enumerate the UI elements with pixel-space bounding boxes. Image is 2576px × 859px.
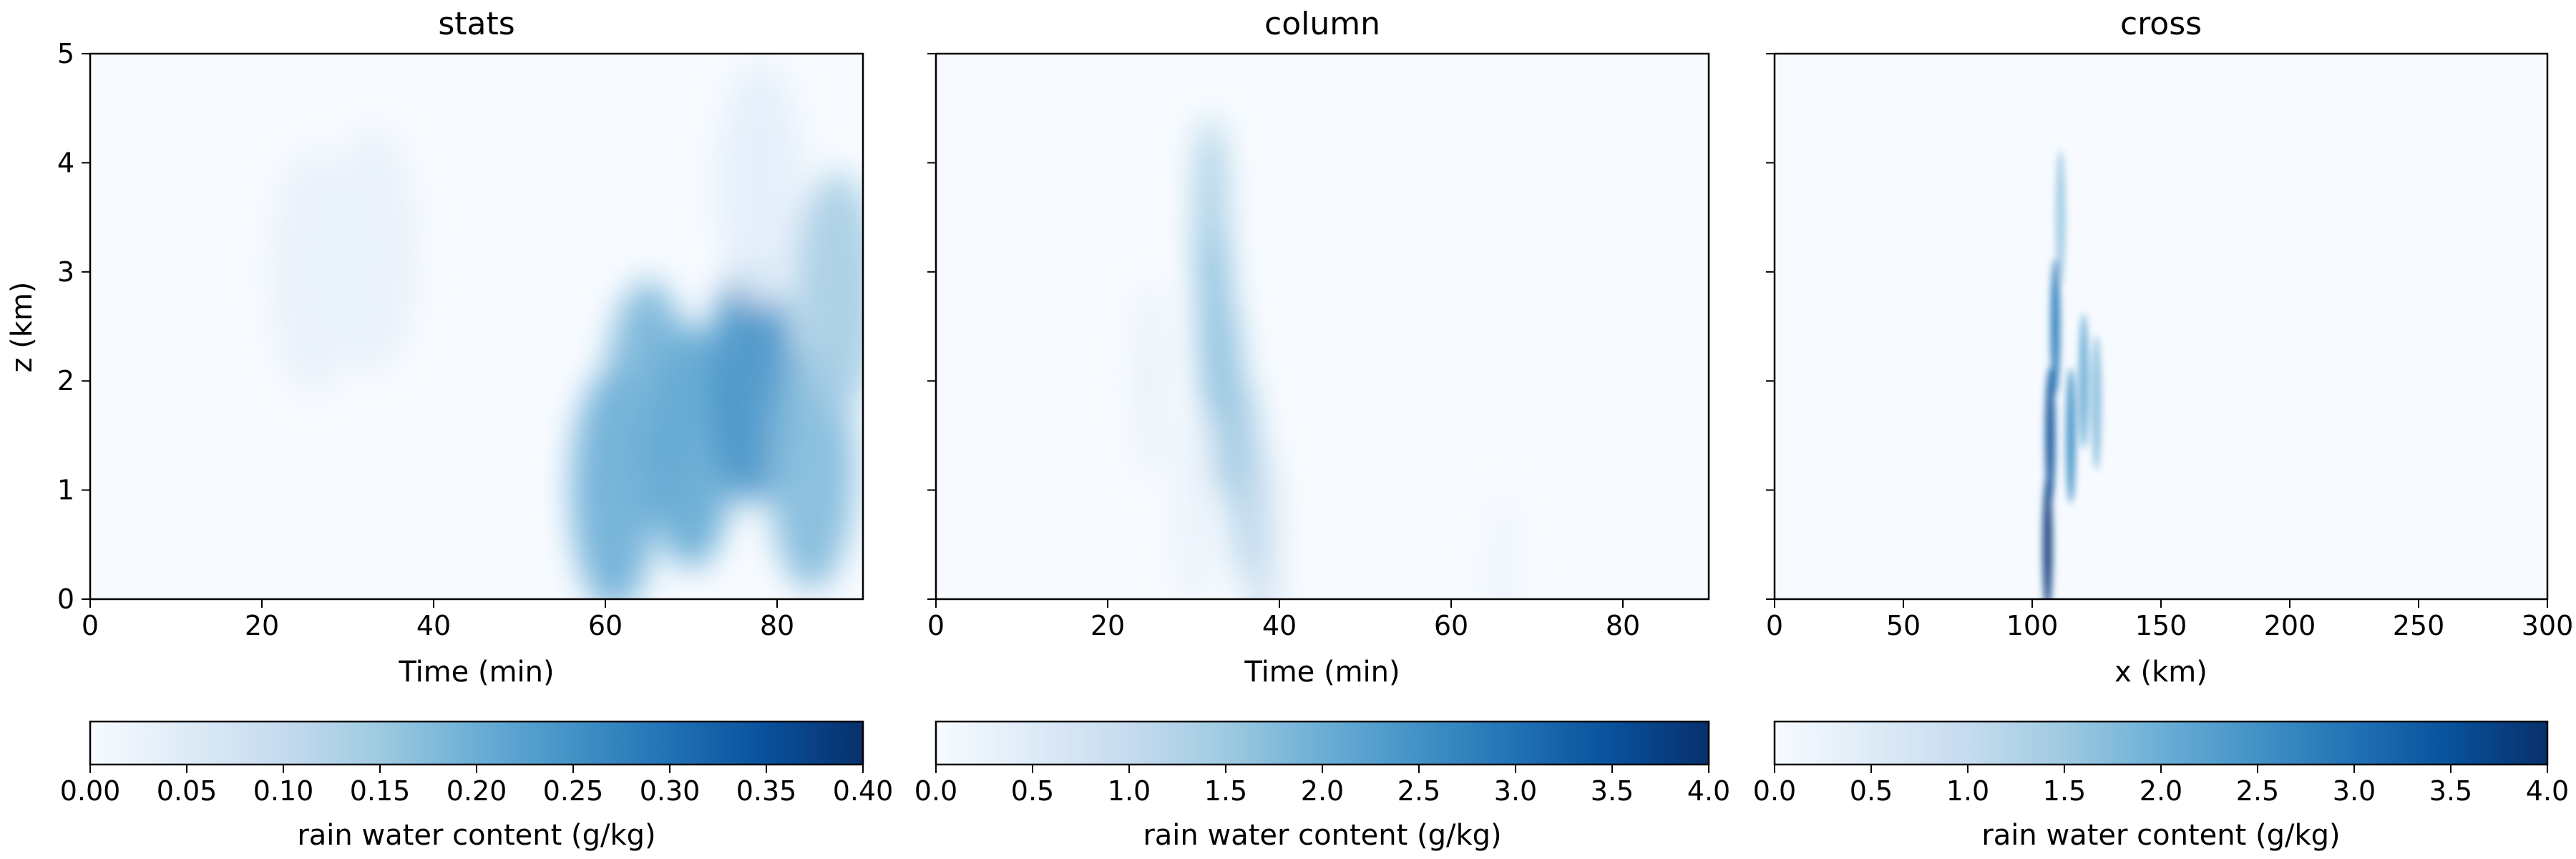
heatmap-field	[2042, 149, 2102, 599]
y-tick-label: 0	[57, 583, 74, 615]
colorbar-tick-label: 0.40	[833, 775, 894, 807]
colorbar-stats: 0.00 0.05 0.10 0.15 0.20 0.25 0.30 0.35 0.40	[60, 720, 894, 807]
heatmap-background	[936, 54, 1709, 599]
heatmap-cell	[2055, 149, 2066, 286]
colorbar-tick-label: 2.5	[2236, 775, 2279, 807]
colorbar-tick-label: 0.05	[157, 775, 218, 807]
x-tick-label: 60	[1434, 610, 1468, 641]
heatmap-cell	[717, 62, 803, 306]
colorbar-tick-label: 0.10	[253, 775, 314, 807]
x-tick-label: 20	[1091, 610, 1125, 641]
colorbar-tick-label: 0.20	[447, 775, 507, 807]
heatmap-cell	[2042, 476, 2053, 599]
panel-stats: stats z (km) Time (min) rain water conte…	[6, 6, 656, 852]
colorbar-gradient	[1773, 720, 2549, 766]
x-tick-label: 200	[2264, 610, 2316, 641]
x-tick-label: 0	[1766, 610, 1783, 641]
x-axis-label: Time (min)	[1244, 656, 1400, 689]
colorbar-label: rain water content (g/kg)	[1143, 819, 1501, 852]
heatmap-cell	[331, 128, 416, 372]
colorbar-cross: 0.0 0.5 1.0 1.5 2.0 2.5 3.0 3.5 4.0	[1753, 720, 2569, 807]
colorbar-tick-label: 0.15	[350, 775, 411, 807]
colorbar-tick-label: 0.30	[640, 775, 701, 807]
heatmap-field	[270, 62, 863, 599]
y-tick-label: 4	[57, 147, 74, 178]
panel-cross: cross x (km) rain water content (g/kg)	[1981, 6, 2340, 852]
colorbar-tick-label: 4.0	[2526, 775, 2569, 807]
heatmap-cell	[1246, 444, 1278, 599]
heatmap-cell	[2050, 258, 2061, 394]
heatmap-cell	[794, 172, 863, 416]
x-tick-label: 100	[2006, 610, 2059, 641]
heatmap-cell	[2079, 313, 2089, 450]
plot-frame	[935, 52, 1710, 601]
x-tick-label: 60	[588, 610, 623, 641]
panel-column: column Time (min) rain water content (g/…	[1143, 6, 1501, 852]
x-tick-label: 250	[2393, 610, 2445, 641]
colorbar-tick-label: 3.5	[1591, 775, 1634, 807]
colorbar-tick-label: 1.0	[1946, 775, 1989, 807]
colorbar-tick-label: 2.0	[2140, 775, 2182, 807]
heatmap-cell	[2045, 367, 2056, 504]
colorbar-tick-label: 0.0	[1753, 775, 1796, 807]
x-axis-label: x (km)	[2114, 656, 2207, 689]
x-tick-label: 20	[245, 610, 279, 641]
x-tick-label: 0	[82, 610, 99, 641]
colorbar-tick-label: 3.5	[2429, 775, 2472, 807]
heatmap-field	[1135, 117, 1518, 599]
colorbar-column: 0.0 0.5 1.0 1.5 2.0 2.5 3.0 3.5 4.0	[914, 720, 1730, 807]
colorbar-label: rain water content (g/kg)	[1981, 819, 2340, 852]
colorbar-tick-label: 2.0	[1301, 775, 1344, 807]
x-tick-label: 80	[760, 610, 794, 641]
heatmap-cell	[1135, 281, 1166, 482]
heatmap-cell	[2066, 367, 2076, 504]
colorbar-tick-label: 2.5	[1397, 775, 1440, 807]
x-tick-label: 40	[1262, 610, 1297, 641]
heatmap-cell	[1178, 412, 1209, 599]
panel-title: stats	[438, 6, 514, 42]
y-tick-label: 5	[57, 38, 74, 69]
colorbar-tick-label: 0.00	[60, 775, 121, 807]
colorbar-tick-label: 4.0	[1687, 775, 1730, 807]
x-tick-label: 150	[2135, 610, 2187, 641]
panel-title: cross	[2120, 6, 2202, 42]
y-tick-label: 3	[57, 256, 74, 288]
colorbar-tick-label: 0.0	[914, 775, 957, 807]
y-tick-label: 2	[57, 365, 74, 397]
heatmap-background	[1775, 54, 2547, 599]
x-tick-label: 300	[2522, 610, 2574, 641]
y-axis-label: z (km)	[6, 281, 39, 372]
colorbar-gradient	[89, 720, 864, 766]
heatmap-column: 0 20 40 60 80	[927, 52, 1710, 641]
colorbar-tick-label: 1.0	[1108, 775, 1151, 807]
panel-title: column	[1264, 6, 1380, 42]
x-axis-label: Time (min)	[398, 656, 554, 689]
x-tick-label: 40	[416, 610, 451, 641]
colorbar-tick-label: 0.35	[736, 775, 797, 807]
x-tick-label: 50	[1886, 610, 1921, 641]
colorbar-tick-label: 1.5	[2043, 775, 2086, 807]
plot-frame	[89, 52, 864, 601]
heatmap-cross: 0 50 100 150 200 250 300	[1766, 52, 2574, 641]
colorbar-tick-label: 0.5	[1011, 775, 1054, 807]
heatmap-cell	[2092, 334, 2102, 471]
x-tick-label: 80	[1606, 610, 1640, 641]
colorbar-tick-label: 0.5	[1850, 775, 1893, 807]
colorbar-tick-label: 3.0	[2333, 775, 2376, 807]
colorbar-label: rain water content (g/kg)	[297, 819, 655, 852]
heatmap-stats: 0 20 40 60 80 0 1 2 3 4 5	[57, 38, 864, 641]
colorbar-tick-label: 0.25	[543, 775, 604, 807]
colorbar-tick-label: 3.0	[1494, 775, 1537, 807]
y-tick-label: 1	[57, 475, 74, 506]
heatmap-cell	[1487, 487, 1518, 599]
colorbar-tick-label: 1.5	[1204, 775, 1247, 807]
colorbar-gradient	[935, 720, 1710, 766]
x-tick-label: 0	[927, 610, 945, 641]
